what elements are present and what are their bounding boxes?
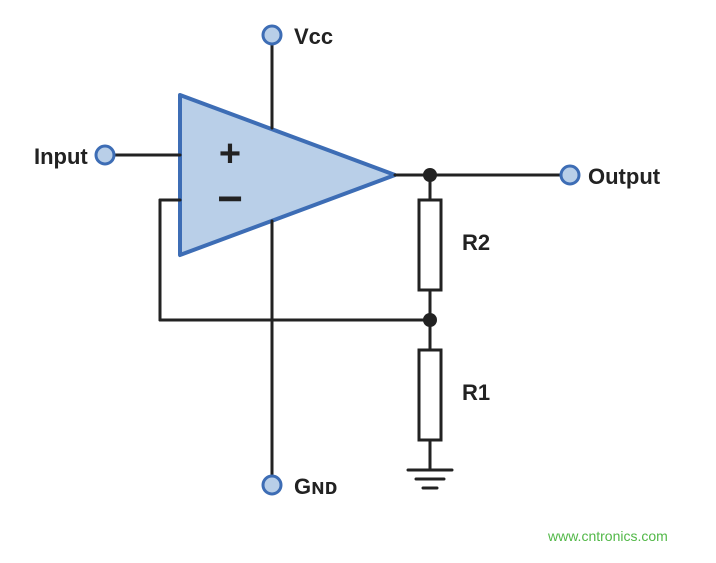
schematic-svg: +− bbox=[0, 0, 716, 563]
watermark-text: www.cntronics.com bbox=[548, 528, 668, 544]
label-r1: R1 bbox=[462, 380, 490, 406]
label-input: Input bbox=[34, 144, 88, 170]
label-vcc: Vcc bbox=[294, 24, 333, 50]
circuit-diagram: +− Vcc Gɴᴅ Input Output R2 R1 www.cntron… bbox=[0, 0, 716, 563]
svg-text:−: − bbox=[217, 175, 243, 224]
label-r2: R2 bbox=[462, 230, 490, 256]
label-gnd: Gɴᴅ bbox=[294, 474, 337, 500]
svg-text:+: + bbox=[219, 133, 241, 175]
label-output: Output bbox=[588, 164, 660, 190]
